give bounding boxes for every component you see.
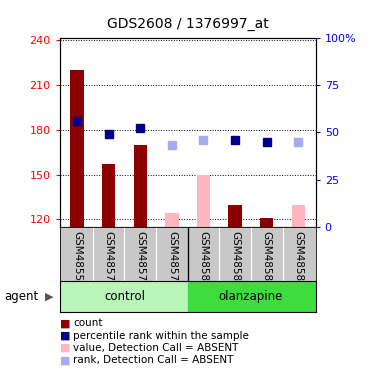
Text: GSM48559: GSM48559	[72, 231, 82, 288]
Text: control: control	[104, 290, 145, 303]
Text: GSM48577: GSM48577	[104, 231, 114, 288]
Text: GSM48583: GSM48583	[293, 231, 303, 288]
Text: count: count	[73, 318, 103, 328]
Text: value, Detection Call = ABSENT: value, Detection Call = ABSENT	[73, 343, 239, 353]
Text: ▶: ▶	[45, 291, 54, 301]
Bar	[134, 145, 147, 227]
Bar	[228, 204, 242, 227]
Text: percentile rank within the sample: percentile rank within the sample	[73, 331, 249, 340]
Text: GSM48581: GSM48581	[230, 231, 240, 288]
Text: GSM48580: GSM48580	[199, 231, 209, 288]
Text: GSM48578: GSM48578	[135, 231, 145, 288]
Text: GSM48582: GSM48582	[262, 231, 272, 288]
Bar	[292, 204, 305, 227]
Bar	[188, 280, 316, 312]
Bar	[102, 164, 115, 227]
Text: ■: ■	[60, 356, 70, 365]
Text: olanzapine: olanzapine	[219, 290, 283, 303]
Text: GDS2608 / 1376997_at: GDS2608 / 1376997_at	[107, 17, 269, 31]
Bar	[165, 213, 179, 227]
Bar	[260, 218, 273, 227]
Bar	[197, 175, 210, 227]
Text: rank, Detection Call = ABSENT: rank, Detection Call = ABSENT	[73, 356, 234, 365]
Text: ■: ■	[60, 331, 70, 340]
Text: ■: ■	[60, 343, 70, 353]
Text: GSM48579: GSM48579	[167, 231, 177, 288]
Text: agent: agent	[5, 290, 39, 303]
Bar	[60, 280, 188, 312]
Text: ■: ■	[60, 318, 70, 328]
Bar	[70, 70, 84, 227]
